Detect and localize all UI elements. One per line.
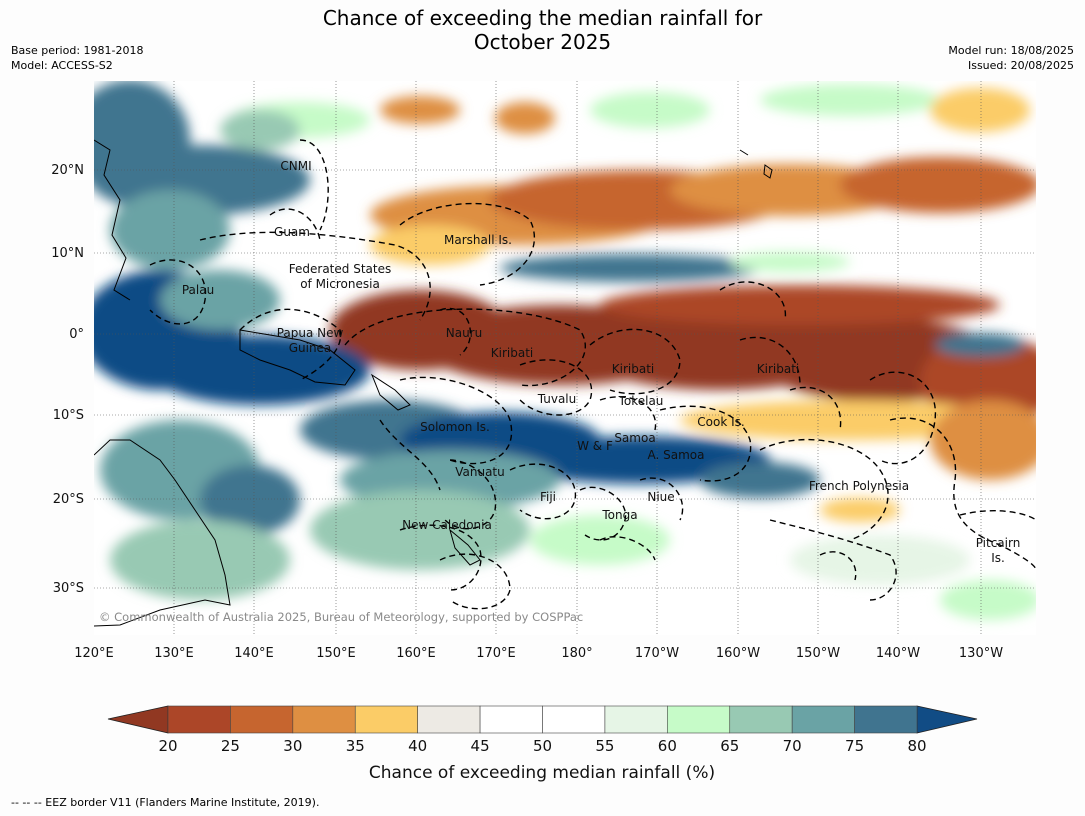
label-png-line-1: Papua New [277,326,344,340]
colorbar-swatch [667,705,731,734]
colorbar-tick: 35 [346,737,365,755]
lon-tick-150w: 150°W [796,646,840,661]
label-tokelau: Tokelau [618,394,664,408]
coastlines [94,139,773,627]
label-vanuatu: Vanuatu [455,465,505,479]
lat-tick-20n: 20°N [51,163,84,178]
colorbar-tick: 45 [471,737,490,755]
label-fsm-line-2: of Micronesia [300,277,380,291]
lon-tick-150e: 150°E [316,646,356,661]
map-area: CNMI Guam Marshall Is. Federated States … [94,81,1036,635]
label-fsm-line-1: Federated States [289,262,391,276]
lon-tick-140w: 140°W [876,646,920,661]
colorbar-tick: 30 [283,737,302,755]
label-kiribati-central: Kiribati [612,362,654,376]
colorbar-swatch [292,705,356,734]
colorbar-tick: 65 [720,737,739,755]
label-samoa: Samoa [614,431,655,445]
lon-tick-180: 180° [561,646,592,661]
label-tuvalu: Tuvalu [537,392,577,406]
lon-tick-170w: 170°W [635,646,679,661]
colorbar-swatch [479,705,543,734]
issued-date: Issued: 20/08/2025 [967,59,1074,72]
label-cnmi: CNMI [280,159,311,173]
label-american-samoa: A. Samoa [648,448,705,462]
label-wallis-futuna: W & F [577,439,613,453]
colorbar-tick: 55 [595,737,614,755]
map-title: Chance of exceeding the median rainfall … [0,6,1085,54]
colorbar-swatch [791,705,855,734]
eez-borders [149,139,1036,610]
colorbar-tick: 80 [907,737,926,755]
lon-tick-160w: 160°W [716,646,760,661]
colorbar: 20 25 30 35 40 45 50 55 60 65 70 75 80 Chance of exc… [107,705,978,783]
region-labels: CNMI Guam Marshall Is. Federated States … [182,159,1020,565]
lat-tick-10n: 10°N [51,246,84,261]
colorbar-swatch [354,705,418,734]
title-line-1: Chance of exceeding the median rainfall … [322,6,763,30]
model-run: Model run: 18/08/2025 [948,44,1074,57]
latitude-axis: 20°N 10°N 0° 10°S 20°S 30°S [51,163,84,596]
label-new-caledonia: New Caledonia [402,518,492,532]
colorbar-tick: 40 [408,737,427,755]
lon-tick-130e: 130°E [154,646,194,661]
colorbar-label: Chance of exceeding median rainfall (%) [369,763,715,783]
label-png-line-2: Guinea [289,341,332,355]
label-palau: Palau [182,283,214,297]
label-niue: Niue [647,490,674,504]
label-solomon-is: Solomon Is. [420,420,490,434]
run-info: Model run: 18/08/2025 Issued: 20/08/2025 [948,43,1074,73]
label-cook-is: Cook Is. [697,415,744,429]
label-french-polynesia: French Polynesia [809,479,909,493]
base-period: Base period: 1981-2018 [11,44,144,57]
lon-tick-120e: 120°E [74,646,114,661]
label-marshall-is: Marshall Is. [444,233,512,247]
label-fiji: Fiji [540,490,556,504]
colorbar-swatch [230,705,294,734]
lon-tick-160e: 160°E [396,646,436,661]
colorbar-tick: 20 [158,737,177,755]
model-name: Model: ACCESS-S2 [11,59,113,72]
colorbar-tick: 50 [533,737,552,755]
title-line-2: October 2025 [473,30,612,54]
label-guam: Guam [274,225,310,239]
label-pitcairn-line-1: Pitcairn [976,536,1021,550]
colorbar-over-arrow [916,705,978,734]
longitude-axis: 120°E 130°E 140°E 150°E 160°E 170°E 180°… [74,646,1003,661]
colorbar-swatch [854,705,918,734]
colorbar-swatch [417,705,481,734]
label-tonga: Tonga [601,508,637,522]
colorbar-tick: 25 [221,737,240,755]
colorbar-swatch [167,705,231,734]
lat-tick-30s: 30°S [53,581,84,596]
label-pitcairn-line-2: Is. [991,551,1005,565]
lon-tick-170e: 170°E [476,646,516,661]
colorbar-tick: 70 [783,737,802,755]
lat-tick-0: 0° [69,327,84,342]
label-nauru: Nauru [446,326,482,340]
colorbar-tick: 60 [658,737,677,755]
colorbar-swatch [604,705,668,734]
colorbar-under-arrow [107,705,169,734]
lat-tick-10s: 10°S [53,408,84,423]
eez-source-note: -- -- -- EEZ border V11 (Flanders Marine… [11,796,320,809]
label-kiribati-west: Kiribati [491,346,533,360]
colorbar-swatch [729,705,793,734]
model-info: Base period: 1981-2018 Model: ACCESS-S2 [11,43,143,73]
copyright-notice: © Commonwealth of Australia 2025, Bureau… [99,610,583,624]
colorbar-swatch [542,705,606,734]
lon-tick-130w: 130°W [959,646,1003,661]
graticule [94,81,1036,635]
lon-tick-140e: 140°E [234,646,274,661]
lat-tick-20s: 20°S [53,492,84,507]
colorbar-tick: 75 [845,737,864,755]
label-kiribati-east: Kiribati [757,362,799,376]
